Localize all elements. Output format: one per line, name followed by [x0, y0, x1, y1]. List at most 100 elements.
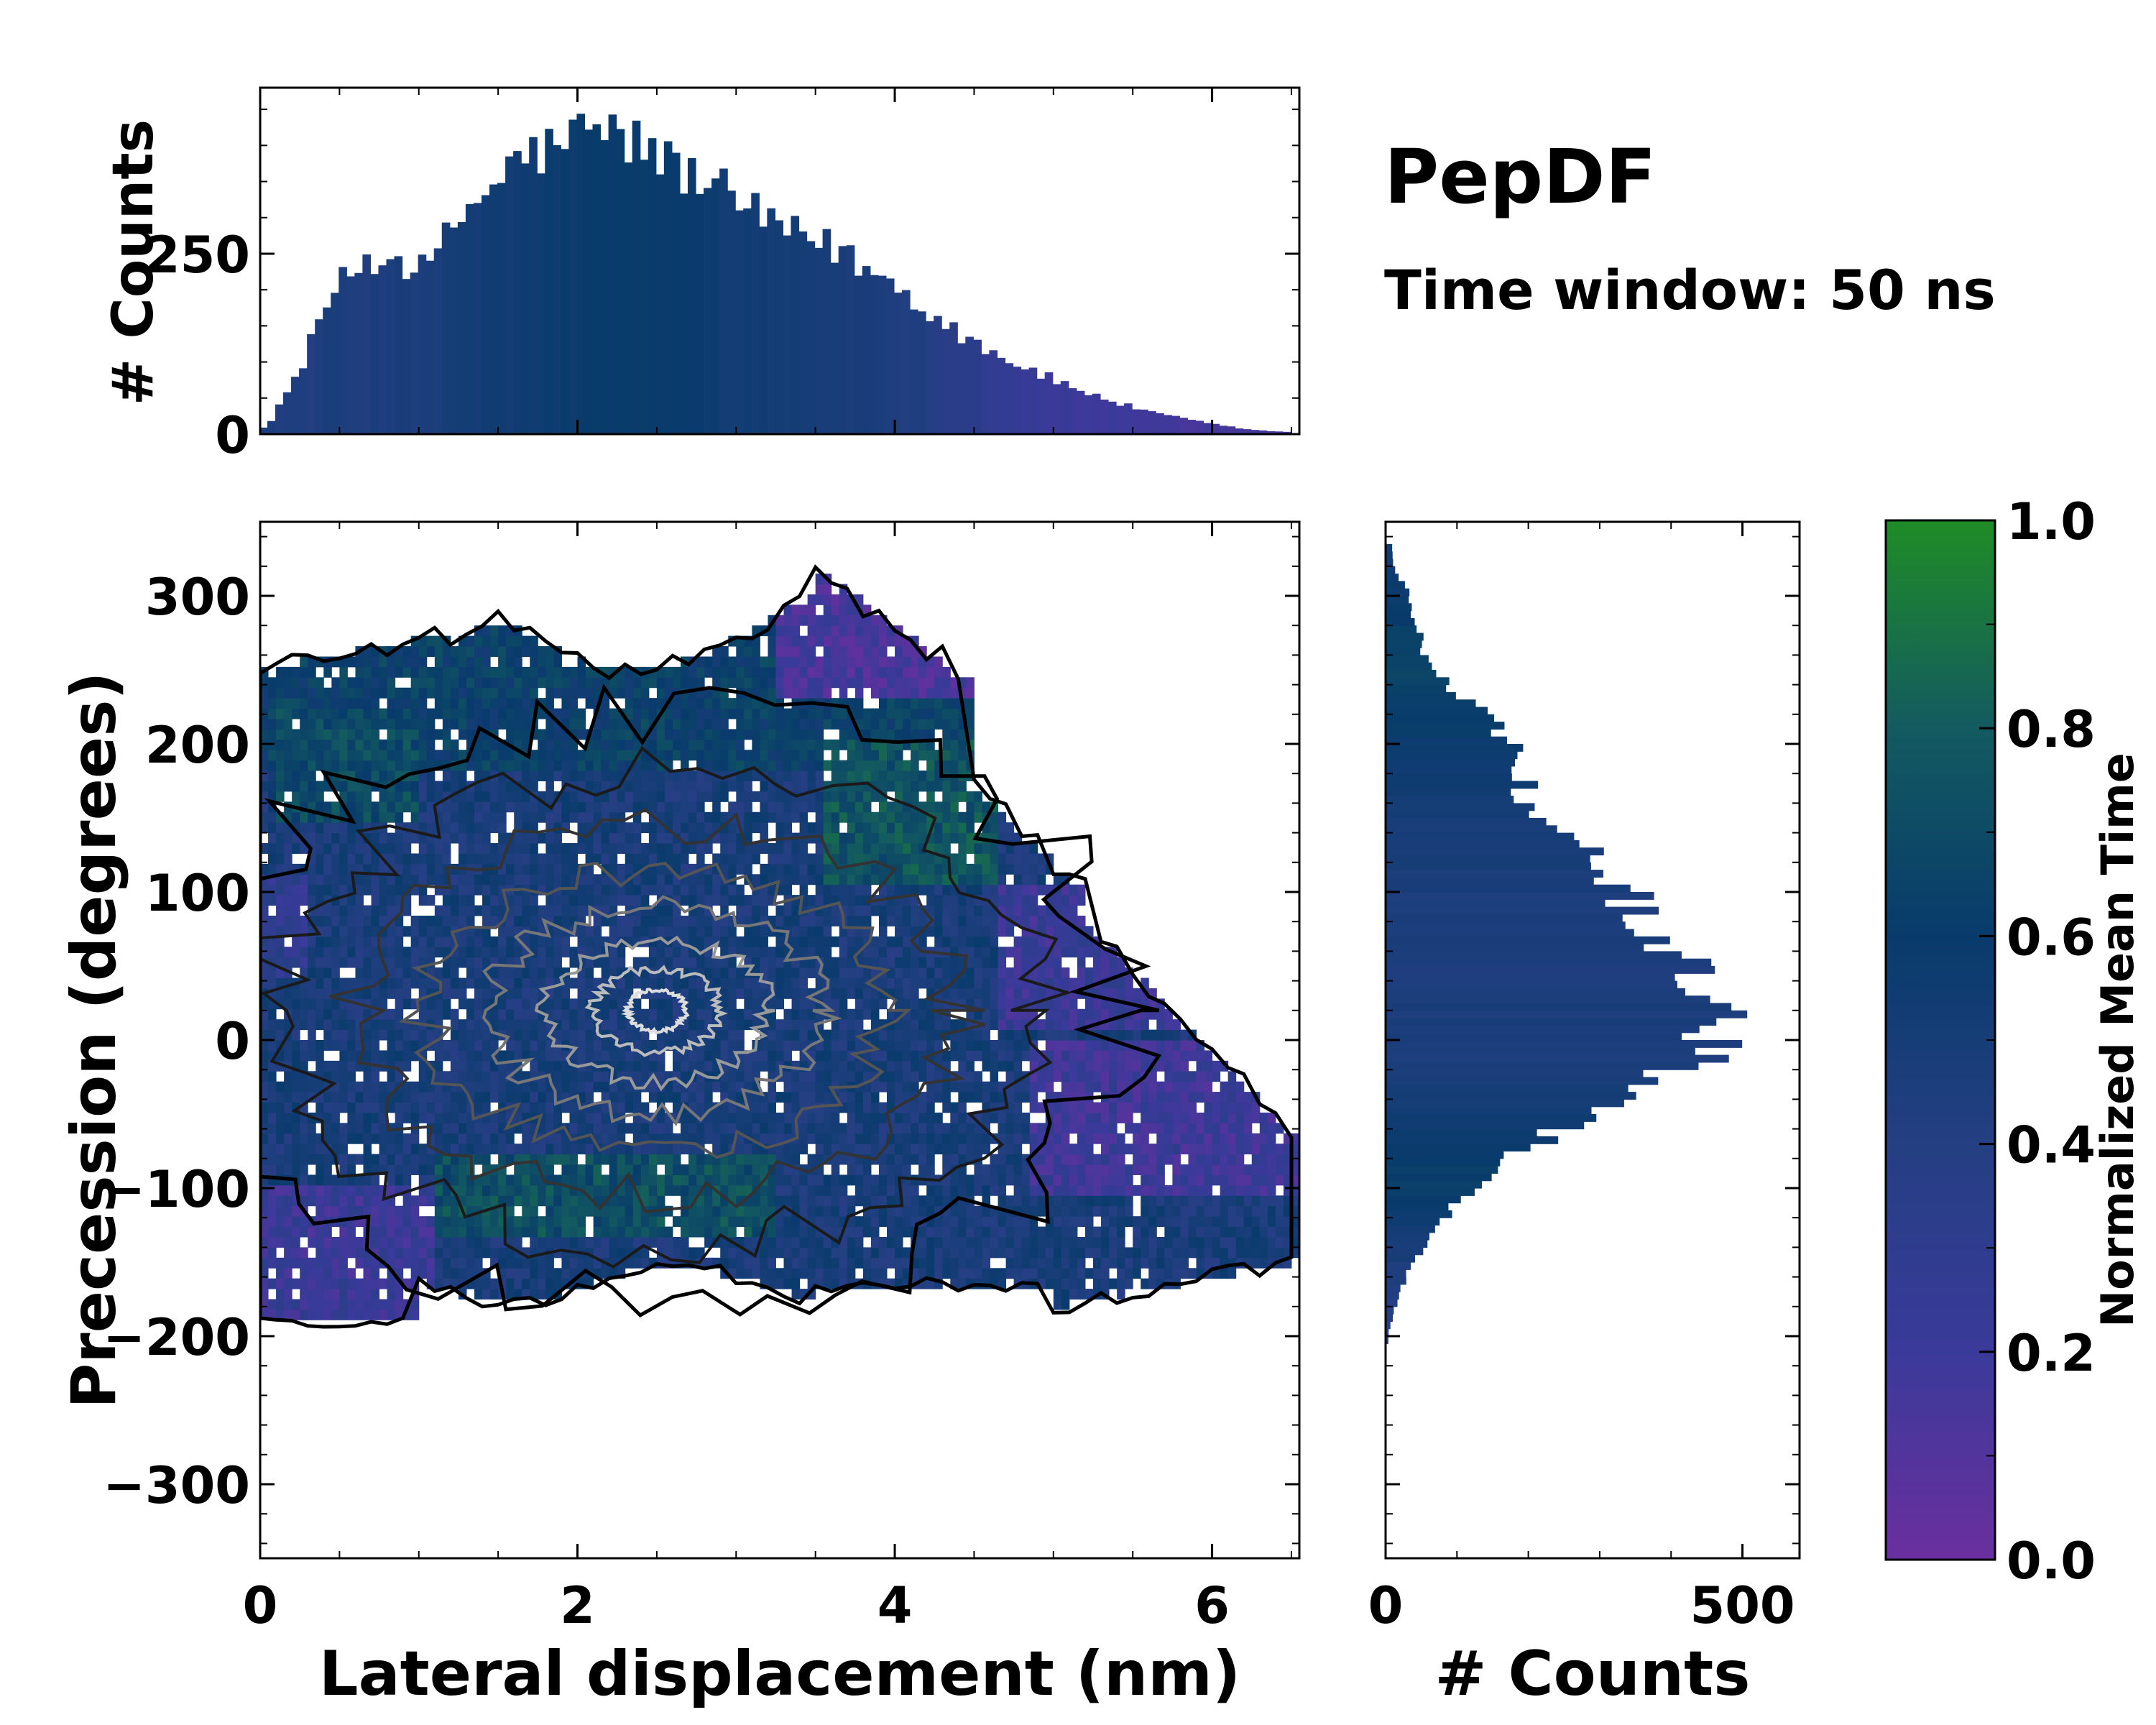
- heatmap-cell: [363, 1247, 372, 1259]
- heatmap-cell: [593, 1226, 602, 1238]
- heatmap-cell: [331, 1236, 340, 1248]
- heatmap-cell: [514, 905, 522, 916]
- heatmap-cell: [585, 1174, 594, 1186]
- heatmap-cell: [625, 1092, 634, 1103]
- heatmap-cell: [807, 915, 816, 926]
- heatmap-cell: [664, 811, 673, 823]
- heatmap-cell: [854, 708, 864, 719]
- heatmap-cell: [506, 656, 515, 668]
- heatmap-cell: [450, 947, 459, 958]
- heatmap-cell: [831, 791, 840, 802]
- heatmap-cell: [482, 760, 491, 771]
- heatmap-cell: [387, 832, 396, 844]
- heatmap-cell: [760, 656, 768, 668]
- heatmap-cell: [625, 1164, 634, 1175]
- heatmap-cell: [482, 1226, 491, 1238]
- heatmap-cell: [538, 1184, 546, 1196]
- heatmap-cell: [490, 1289, 499, 1300]
- heatmap-cell: [514, 1278, 522, 1289]
- heatmap-cell: [847, 853, 856, 865]
- heatmap-cell: [347, 905, 356, 916]
- heatmap-cell: [331, 1309, 340, 1320]
- heatmap-cell: [402, 1278, 412, 1289]
- heatmap-cell: [609, 957, 618, 968]
- heatmap-cell: [284, 1112, 292, 1123]
- heatmap-cell: [791, 1205, 801, 1217]
- heatmap-cell: [434, 926, 443, 937]
- heatmap-cell: [744, 677, 752, 689]
- heatmap-cell: [530, 957, 538, 968]
- heatmap-cell: [704, 666, 713, 678]
- heatmap-cell: [760, 822, 768, 834]
- heatmap-cell: [426, 1257, 436, 1269]
- heatmap-cell: [379, 832, 388, 844]
- heatmap-cell: [260, 791, 269, 802]
- heatmap-cell: [506, 1184, 515, 1196]
- heatmap-cell: [831, 1019, 840, 1031]
- heatmap-cell: [585, 739, 594, 750]
- heatmap-cell: [569, 1123, 579, 1134]
- heatmap-cell: [514, 947, 522, 958]
- top-histogram-bar: [1148, 411, 1156, 434]
- heatmap-cell: [768, 915, 776, 926]
- heatmap-cell: [458, 708, 467, 719]
- heatmap-cell: [395, 947, 404, 958]
- heatmap-cell: [569, 739, 579, 750]
- heatmap-cell: [402, 822, 412, 834]
- heatmap-cell: [268, 1257, 277, 1269]
- heatmap-cell: [696, 811, 705, 823]
- heatmap-cell: [561, 1092, 570, 1103]
- heatmap-cell: [315, 1184, 324, 1196]
- heatmap-cell: [474, 905, 483, 916]
- heatmap-cell: [331, 1081, 340, 1092]
- heatmap-cell: [696, 1195, 705, 1207]
- heatmap-cell: [744, 1268, 752, 1279]
- heatmap-cell: [895, 770, 903, 781]
- heatmap-cell: [878, 708, 888, 719]
- heatmap-cell: [823, 1123, 832, 1134]
- heatmap-cell: [823, 594, 832, 605]
- heatmap-cell: [418, 1195, 428, 1207]
- heatmap-cell: [458, 1144, 467, 1155]
- heatmap-cell: [585, 1257, 594, 1269]
- heatmap-cell: [854, 1174, 864, 1186]
- heatmap-cell: [807, 1174, 816, 1186]
- heatmap-cell: [292, 1226, 300, 1238]
- heatmap-cell: [284, 1247, 292, 1259]
- heatmap-cell: [760, 1050, 768, 1062]
- heatmap-cell: [530, 811, 538, 823]
- top-histogram-bar: [553, 144, 561, 435]
- heatmap-cell: [300, 801, 308, 813]
- heatmap-cell: [402, 832, 412, 844]
- heatmap-cell: [775, 998, 785, 1010]
- heatmap-cell: [292, 1195, 300, 1207]
- heatmap-cell: [585, 698, 594, 709]
- heatmap-cell: [783, 770, 793, 781]
- heatmap-cell: [450, 656, 459, 668]
- heatmap-cell: [498, 1112, 507, 1123]
- heatmap-cell: [593, 760, 602, 771]
- heatmap-cell: [640, 677, 650, 689]
- heatmap-cell: [538, 1278, 546, 1289]
- heatmap-cell: [522, 1029, 530, 1041]
- heatmap-cell: [656, 1050, 665, 1062]
- heatmap-cell: [300, 1309, 308, 1320]
- heatmap-cell: [300, 1019, 308, 1031]
- heatmap-cell: [522, 998, 530, 1010]
- heatmap-cell: [775, 801, 785, 813]
- heatmap-cell: [831, 843, 840, 854]
- heatmap-cell: [878, 1040, 888, 1051]
- heatmap-cell: [530, 1184, 538, 1196]
- heatmap-cell: [601, 832, 610, 844]
- heatmap-cell: [331, 718, 340, 730]
- heatmap-cell: [656, 884, 665, 896]
- heatmap-cell: [895, 1268, 903, 1279]
- heatmap-cell: [530, 1092, 538, 1103]
- heatmap-cell: [498, 1154, 507, 1165]
- heatmap-cell: [410, 1268, 420, 1279]
- heatmap-cell: [681, 1236, 689, 1248]
- heatmap-cell: [387, 1205, 396, 1217]
- heatmap-cell: [442, 822, 451, 834]
- top-histogram-bar: [1250, 430, 1260, 434]
- heatmap-cell: [530, 1174, 538, 1186]
